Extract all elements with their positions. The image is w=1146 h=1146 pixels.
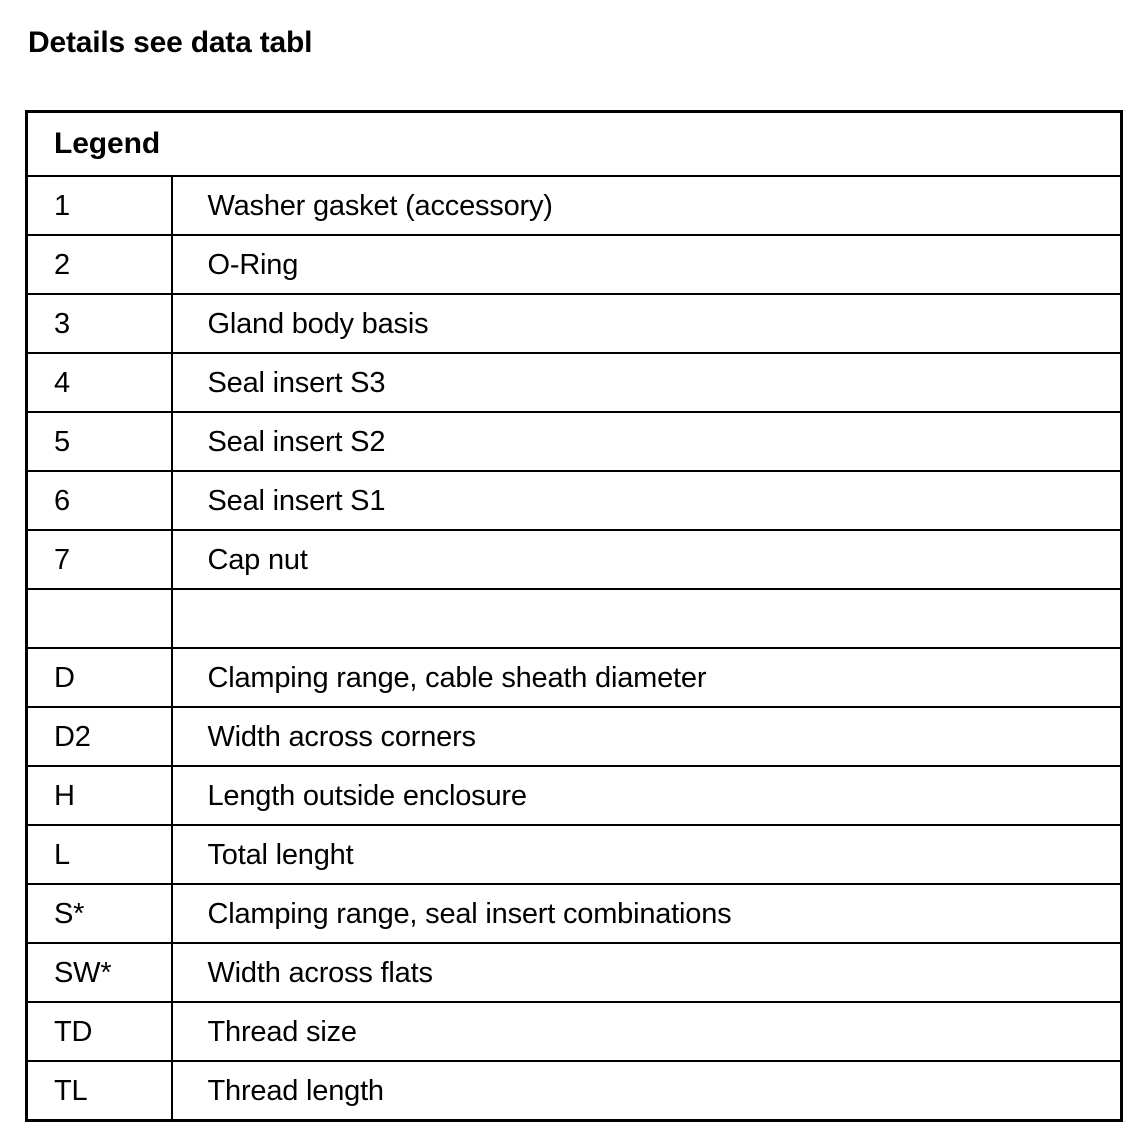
legend-key-cell: SW*: [25, 942, 173, 1003]
legend-key-cell: H: [25, 765, 173, 826]
legend-row: 4 Seal insert S3: [25, 352, 1123, 413]
legend-description-cell: O-Ring: [170, 234, 1123, 295]
legend-description-cell: Cap nut: [170, 529, 1123, 590]
legend-key-cell: 1: [25, 175, 173, 236]
legend-description-cell: Width across corners: [170, 706, 1123, 767]
legend-key-cell: L: [25, 824, 173, 885]
legend-row: 6 Seal insert S1: [25, 470, 1123, 531]
legend-key-cell: TD: [25, 1001, 173, 1062]
legend-key-cell: D2: [25, 706, 173, 767]
legend-spacer-row: [25, 588, 1123, 649]
legend-table-body: 1 Washer gasket (accessory) 2 O-Ring 3 Gland …: [25, 175, 1123, 1122]
legend-key-cell: 6: [25, 470, 173, 531]
legend-row: SW* Width across flats: [25, 942, 1123, 1003]
legend-row: D2 Width across corners: [25, 706, 1123, 767]
legend-description-cell: Seal insert S2: [170, 411, 1123, 472]
legend-key-cell: S*: [25, 883, 173, 944]
legend-description-cell: Length outside enclosure: [170, 765, 1123, 826]
legend-row: 3 Gland body basis: [25, 293, 1123, 354]
legend-key-cell: 5: [25, 411, 173, 472]
legend-row: L Total lenght: [25, 824, 1123, 885]
legend-description-cell: Thread size: [170, 1001, 1123, 1062]
legend-row: H Length outside enclosure: [25, 765, 1123, 826]
legend-key-cell: 7: [25, 529, 173, 590]
legend-description-cell: Gland body basis: [170, 293, 1123, 354]
legend-table: Legend 1 Washer gasket (accessory) 2 O-Ring…: [25, 110, 1124, 1122]
legend-header-row: Legend: [25, 110, 1123, 177]
legend-description-cell: Seal insert S3: [170, 352, 1123, 413]
legend-description-cell: Seal insert S1: [170, 470, 1123, 531]
legend-key-cell: 2: [25, 234, 173, 295]
legend-key-cell: D: [25, 647, 173, 708]
legend-description-cell: Clamping range, cable sheath diameter: [170, 647, 1123, 708]
legend-description-cell: [170, 588, 1123, 649]
legend-table-head: Legend: [25, 110, 1123, 177]
legend-row: 5 Seal insert S2: [25, 411, 1123, 472]
legend-key-cell: 3: [25, 293, 173, 354]
legend-row: 2 O-Ring: [25, 234, 1123, 295]
legend-key-cell: 4: [25, 352, 173, 413]
legend-description-cell: Width across flats: [170, 942, 1123, 1003]
legend-row: 1 Washer gasket (accessory): [25, 175, 1123, 236]
legend-description-cell: Washer gasket (accessory): [170, 175, 1123, 236]
page-title: Details see data tabl: [28, 26, 313, 59]
legend-header-label: Legend: [25, 110, 1123, 177]
legend-key-cell: [25, 588, 173, 649]
legend-row: S* Clamping range, seal insert combinatio…: [25, 883, 1123, 944]
legend-row: TL Thread length: [25, 1060, 1123, 1122]
legend-row: TD Thread size: [25, 1001, 1123, 1062]
legend-row: D Clamping range, cable sheath diameter: [25, 647, 1123, 708]
legend-description-cell: Total lenght: [170, 824, 1123, 885]
legend-description-cell: Clamping range, seal insert combinations: [170, 883, 1123, 944]
legend-row: 7 Cap nut: [25, 529, 1123, 590]
legend-key-cell: TL: [25, 1060, 173, 1122]
legend-description-cell: Thread length: [170, 1060, 1123, 1122]
legend-table-container: Legend 1 Washer gasket (accessory) 2 O-Ring…: [25, 110, 1124, 1122]
